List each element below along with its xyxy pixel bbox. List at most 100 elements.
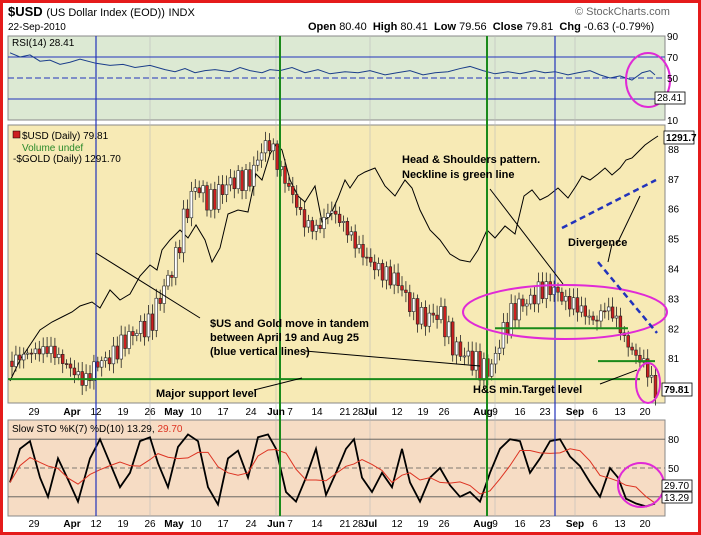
candle-body xyxy=(158,297,162,304)
tandem-annotation: (blue vertical lines) xyxy=(210,346,310,358)
candle-body xyxy=(528,294,533,305)
sto-k-line xyxy=(9,433,656,508)
candle-body xyxy=(220,184,225,195)
exchange: INDX xyxy=(168,7,195,19)
candle-body xyxy=(314,224,318,232)
candle-body xyxy=(111,345,116,365)
candle-body xyxy=(244,169,248,191)
candle-body xyxy=(326,212,330,218)
candle-body xyxy=(57,354,61,358)
candle-body xyxy=(193,187,197,192)
candle-body xyxy=(376,263,381,271)
tandem-annotation: between April 19 and Aug 25 xyxy=(210,332,359,344)
open-value: 80.40 xyxy=(339,21,367,33)
x-tick-label: 19 xyxy=(117,407,129,418)
x-tick-label: 29 xyxy=(28,407,40,418)
x-tick-label: 23 xyxy=(539,519,551,530)
candle-body xyxy=(72,367,77,376)
change-value: -0.63 (-0.79%) xyxy=(583,21,655,33)
candle-body xyxy=(587,315,591,318)
candle-body xyxy=(64,363,69,365)
candle-body xyxy=(271,143,275,152)
candle-body xyxy=(408,292,412,312)
price-y-tick: 88 xyxy=(668,145,680,156)
hs-annotation: Head & Shoulders pattern. xyxy=(402,154,540,166)
candle-body xyxy=(41,346,45,355)
candle-body xyxy=(509,303,513,335)
candle-body xyxy=(174,247,178,278)
candle-body xyxy=(447,321,451,338)
candle-body xyxy=(123,334,127,349)
candle-body xyxy=(649,375,654,378)
candle-body xyxy=(361,244,365,258)
candle-body xyxy=(415,298,420,325)
x-tick-label: 17 xyxy=(217,407,229,418)
candle-body xyxy=(626,335,630,348)
watermark: © StockCharts.com xyxy=(575,6,670,18)
candle-body xyxy=(345,221,350,236)
rsi-y-tick: 90 xyxy=(667,32,679,43)
candle-body xyxy=(21,353,26,361)
candle-body xyxy=(45,346,49,354)
hs-pointer xyxy=(489,188,564,285)
candle-body xyxy=(88,373,92,382)
tandem-pointer xyxy=(95,252,201,319)
gold-value-label: 1291.7 xyxy=(666,133,697,144)
price-y-tick: 86 xyxy=(668,205,680,216)
candle-body xyxy=(571,297,576,310)
candle-body xyxy=(170,274,174,278)
usd-value-box xyxy=(661,382,693,397)
candle-body xyxy=(595,319,599,322)
x-tick-label: 10 xyxy=(190,407,202,418)
candle-body xyxy=(142,320,147,338)
candle-body xyxy=(337,213,342,223)
sto-y-tick: 80 xyxy=(668,435,680,446)
gold-value-box xyxy=(663,130,695,145)
high-value: 80.41 xyxy=(400,21,428,33)
candle-body xyxy=(645,358,650,378)
candle-body xyxy=(29,352,34,355)
x-tick-label: 16 xyxy=(514,407,526,418)
x-tick-label: 9 xyxy=(492,519,498,530)
x-tick-label: 14 xyxy=(311,519,323,530)
candle-body xyxy=(513,303,517,321)
candle-body xyxy=(411,298,416,312)
candle-body xyxy=(96,361,100,368)
candle-body xyxy=(618,315,623,334)
candle-body xyxy=(275,143,279,170)
candle-body xyxy=(404,289,408,293)
x-tick-label: 24 xyxy=(245,407,257,418)
low-value: 79.56 xyxy=(459,21,487,33)
x-tick-label: 24 xyxy=(245,519,257,530)
x-tick-label: 21 xyxy=(339,519,351,530)
candle-body xyxy=(10,360,14,367)
candle-body xyxy=(236,170,240,190)
candle-body xyxy=(33,348,38,354)
x-tick-label: 20 xyxy=(639,407,651,418)
candle-body xyxy=(365,256,369,259)
candle-body xyxy=(263,140,268,154)
x-tick-label: 7 xyxy=(287,407,293,418)
candle-body xyxy=(197,187,201,194)
sto-d-box xyxy=(661,479,693,492)
x-tick-label: 29 xyxy=(28,519,40,530)
candle-body xyxy=(603,310,607,313)
candle-body xyxy=(306,220,311,228)
candle-body xyxy=(474,351,478,371)
legend-usd: $USD (Daily) 79.81 xyxy=(22,131,109,142)
x-tick-label: 12 xyxy=(391,407,403,418)
price-y-tick: 84 xyxy=(668,264,680,275)
x-tick-label: 14 xyxy=(311,407,323,418)
candle-body xyxy=(60,354,65,364)
candle-body xyxy=(439,306,443,320)
candle-body xyxy=(548,281,552,295)
ohlc-readout: Open 80.40 High 80.41 Low 79.56 Close 79… xyxy=(308,21,655,33)
x-tick-label: 26 xyxy=(438,407,450,418)
close-value: 79.81 xyxy=(525,21,554,33)
rsi-circle xyxy=(625,52,671,108)
candle-body xyxy=(392,272,396,286)
tandem-pointer xyxy=(304,350,481,367)
candle-body xyxy=(614,315,619,319)
candle-body xyxy=(139,320,143,334)
